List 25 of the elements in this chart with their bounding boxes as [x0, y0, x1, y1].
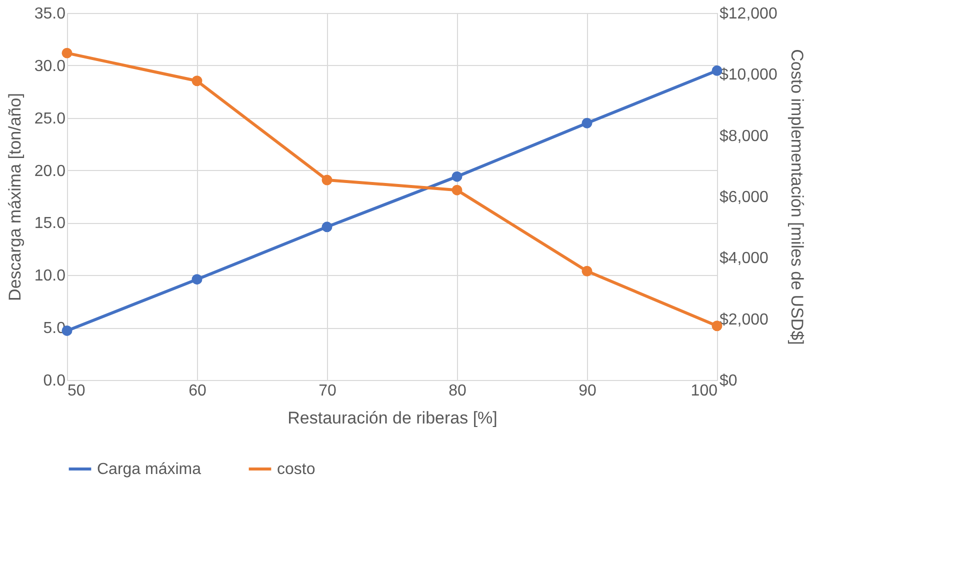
y2-tick-label: $4,000: [720, 250, 769, 268]
y-tick-label: 15.0: [34, 215, 66, 232]
y2-tick-label: $2,000: [720, 311, 769, 328]
y-axis-title: Descarga máxima [ton/año]: [5, 93, 24, 301]
legend-label: Carga máxima: [97, 461, 202, 478]
x-axis-title: Restauración de riberas [%]: [288, 408, 498, 428]
x-tick-label: 80: [448, 382, 466, 400]
x-tick-label: 90: [578, 382, 596, 400]
x-tick-label: 50: [68, 382, 86, 400]
y2-tick-label: $12,000: [720, 6, 778, 22]
y-tick-label: 35.0: [34, 6, 66, 22]
x-tick-label: 60: [188, 382, 206, 400]
y2-tick-label: $10,000: [720, 66, 778, 84]
y-tick-label: 25.0: [34, 110, 66, 128]
y-tick-label: 20.0: [34, 162, 66, 180]
legend-label: costo: [277, 461, 316, 478]
y-tick-label: 10.0: [34, 268, 66, 285]
y2-axis-title: Costo implementación [miles de USD$]: [787, 49, 806, 345]
y2-tick-label: $8,000: [720, 128, 769, 145]
y-tick-label: 0.0: [43, 372, 66, 390]
x-tick-label: 100: [690, 382, 718, 400]
y-tick-label: 30.0: [34, 58, 66, 75]
y2-tick-label: $0: [720, 372, 738, 390]
x-tick-label: 70: [318, 382, 336, 400]
y2-tick-label: $6,000: [720, 189, 769, 206]
